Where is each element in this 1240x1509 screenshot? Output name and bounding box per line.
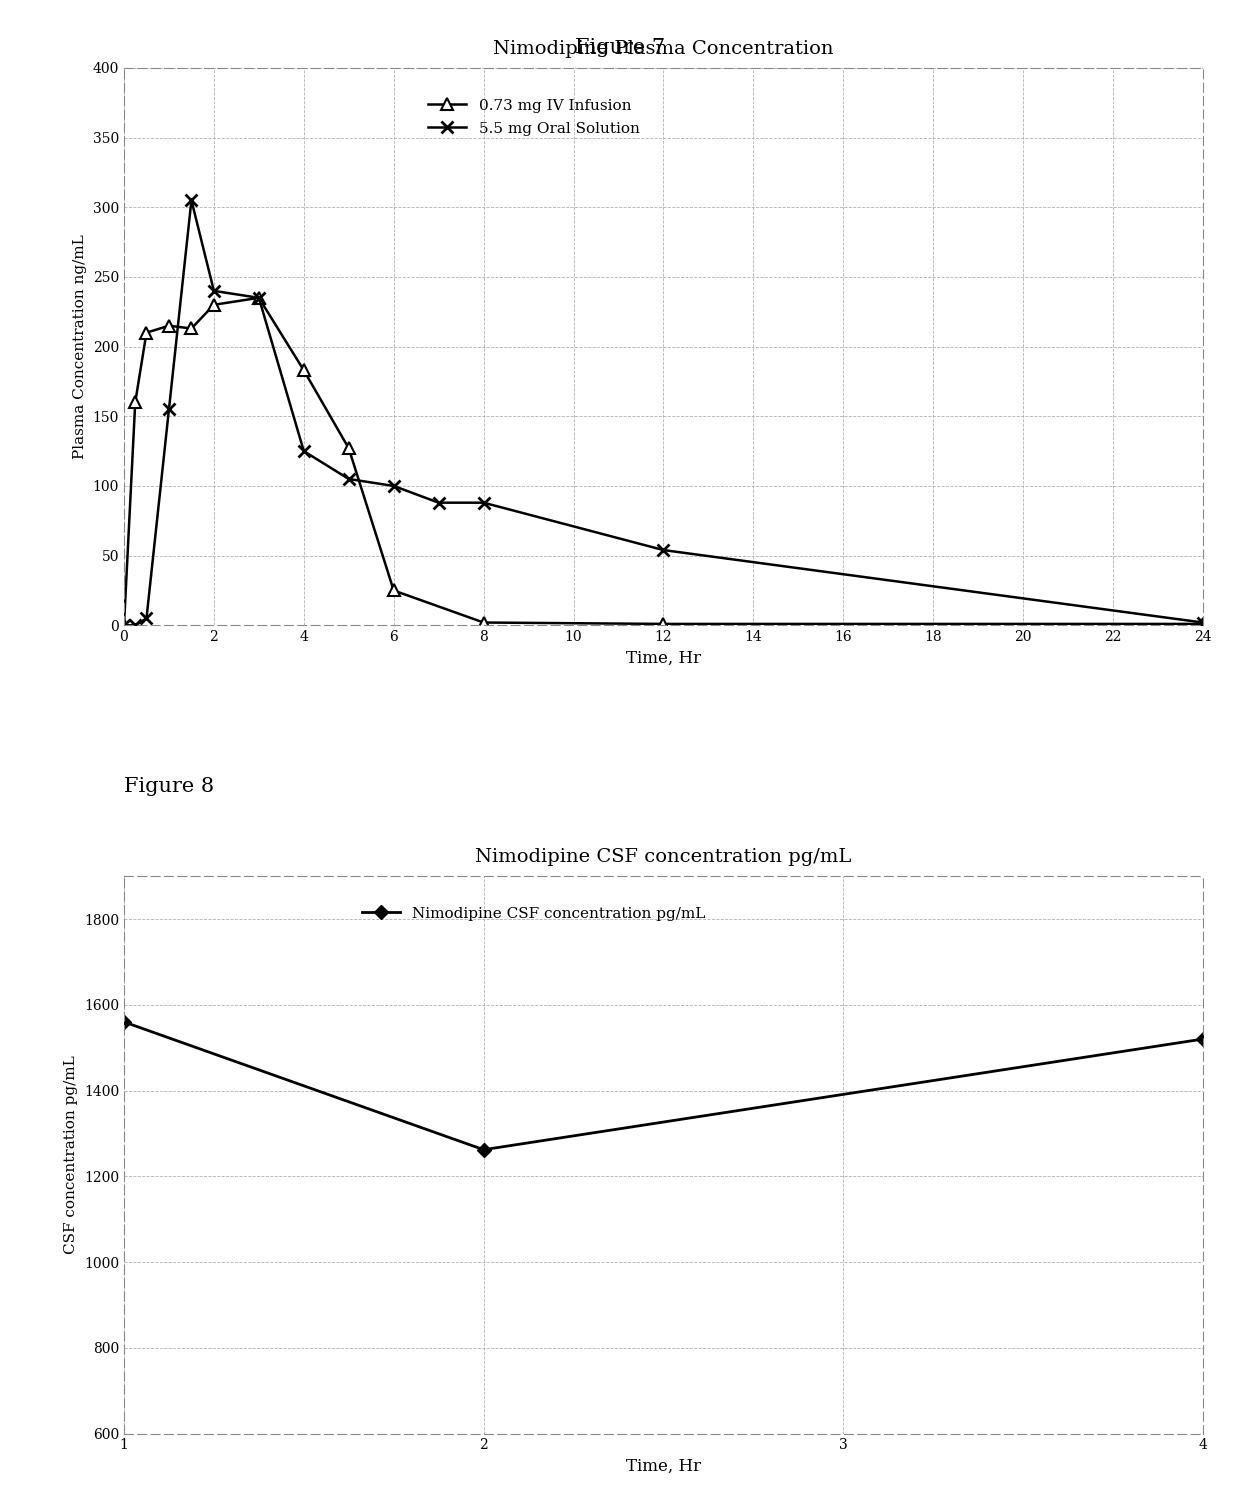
- 0.73 mg IV Infusion: [296, 361, 311, 379]
- Text: Figure 8: Figure 8: [124, 777, 215, 797]
- 0.73 mg IV Infusion: [387, 581, 402, 599]
- Nimodipine CSF concentration pg/mL: [1195, 1031, 1210, 1049]
- 5.5 mg Oral Solution: [252, 288, 267, 306]
- X-axis label: Time, Hr: Time, Hr: [626, 650, 701, 667]
- Nimodipine CSF concentration pg/mL: [117, 1013, 131, 1031]
- Y-axis label: CSF concentration pg/mL: CSF concentration pg/mL: [64, 1055, 78, 1254]
- 5.5 mg Oral Solution: [117, 616, 131, 634]
- 5.5 mg Oral Solution: [387, 477, 402, 495]
- Nimodipine CSF concentration pg/mL: [476, 1141, 491, 1159]
- 0.73 mg IV Infusion: [161, 317, 176, 335]
- 0.73 mg IV Infusion: [1195, 614, 1210, 632]
- Title: Nimodipine Plasma Concentration: Nimodipine Plasma Concentration: [494, 41, 833, 57]
- 5.5 mg Oral Solution: [161, 400, 176, 418]
- 5.5 mg Oral Solution: [432, 493, 446, 512]
- Line: 0.73 mg IV Infusion: 0.73 mg IV Infusion: [119, 293, 1208, 631]
- 0.73 mg IV Infusion: [184, 320, 198, 338]
- 5.5 mg Oral Solution: [206, 282, 221, 300]
- 5.5 mg Oral Solution: [476, 493, 491, 512]
- 5.5 mg Oral Solution: [1195, 614, 1210, 632]
- X-axis label: Time, Hr: Time, Hr: [626, 1458, 701, 1474]
- 0.73 mg IV Infusion: [117, 616, 131, 634]
- 0.73 mg IV Infusion: [139, 323, 154, 341]
- Y-axis label: Plasma Concentration ng/mL: Plasma Concentration ng/mL: [73, 234, 87, 459]
- 5.5 mg Oral Solution: [341, 469, 356, 487]
- 5.5 mg Oral Solution: [139, 610, 154, 628]
- Title: Nimodipine CSF concentration pg/mL: Nimodipine CSF concentration pg/mL: [475, 848, 852, 866]
- Text: Figure 7: Figure 7: [575, 38, 665, 57]
- 5.5 mg Oral Solution: [296, 442, 311, 460]
- 0.73 mg IV Infusion: [128, 394, 143, 412]
- 5.5 mg Oral Solution: [128, 616, 143, 634]
- Legend: 0.73 mg IV Infusion, 5.5 mg Oral Solution: 0.73 mg IV Infusion, 5.5 mg Oral Solutio…: [422, 92, 646, 142]
- Line: Nimodipine CSF concentration pg/mL: Nimodipine CSF concentration pg/mL: [119, 1017, 1208, 1154]
- 5.5 mg Oral Solution: [656, 542, 671, 560]
- 0.73 mg IV Infusion: [476, 614, 491, 632]
- Line: 5.5 mg Oral Solution: 5.5 mg Oral Solution: [118, 195, 1209, 632]
- 5.5 mg Oral Solution: [184, 192, 198, 210]
- 0.73 mg IV Infusion: [252, 288, 267, 306]
- Legend: Nimodipine CSF concentration pg/mL: Nimodipine CSF concentration pg/mL: [356, 901, 712, 927]
- 0.73 mg IV Infusion: [206, 296, 221, 314]
- 0.73 mg IV Infusion: [341, 439, 356, 457]
- 0.73 mg IV Infusion: [656, 614, 671, 632]
